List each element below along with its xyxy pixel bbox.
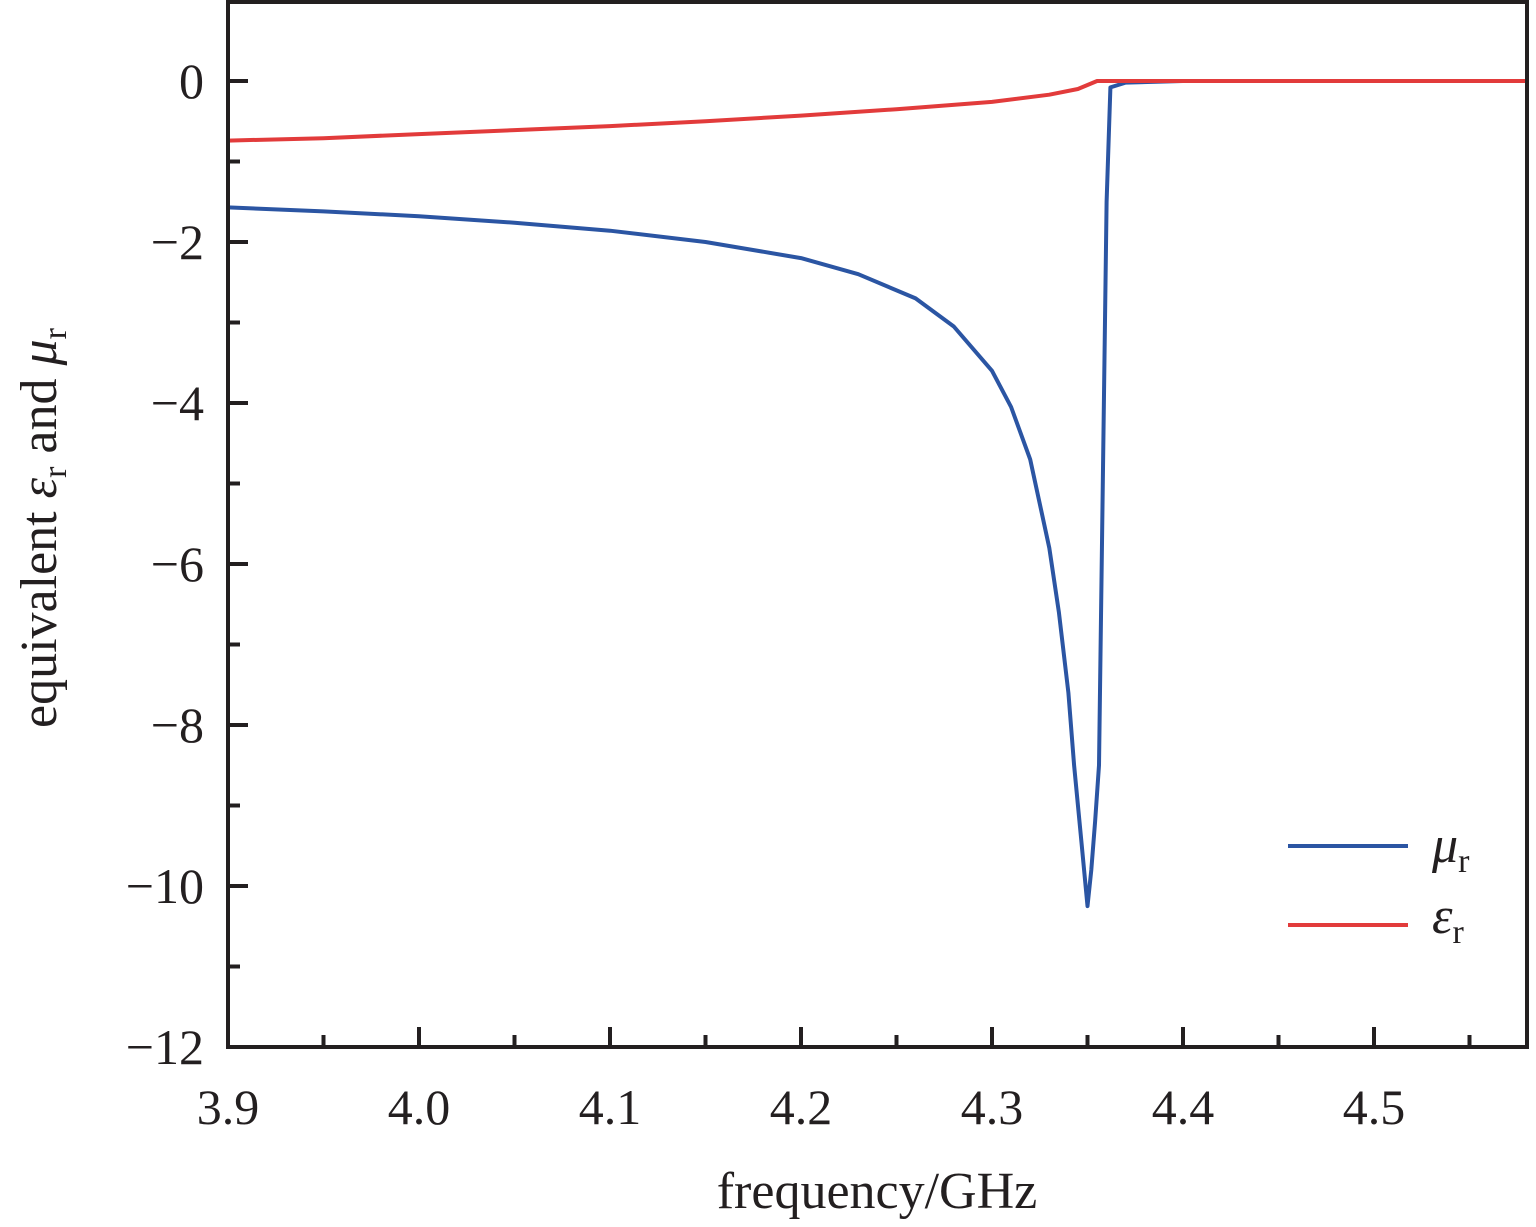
y-axis-title-eps-sub: r — [37, 466, 74, 478]
y-tick-label: 0 — [179, 53, 204, 109]
y-tick-labels: 0 −2 −4 −6 −8 −10 −12 — [126, 53, 204, 1075]
x-tick-label: 3.9 — [197, 1079, 260, 1135]
y-axis-title-prefix: equivalent — [11, 498, 68, 728]
y-axis-title-middle: and — [11, 365, 68, 466]
legend-label-mu-sub: r — [1458, 843, 1470, 880]
legend: μr εr — [1288, 817, 1470, 951]
legend-label-eps-symbol: ε — [1432, 888, 1453, 945]
y-tick-label: −12 — [126, 1019, 204, 1075]
x-tick-labels: 3.9 4.0 4.1 4.2 4.3 4.4 4.5 — [197, 1079, 1406, 1135]
x-tick-label: 4.0 — [388, 1079, 451, 1135]
legend-label-eps-sub: r — [1453, 914, 1465, 951]
y-axis-title-mu: μ — [11, 339, 68, 366]
legend-label-eps: εr — [1432, 888, 1465, 951]
x-tick-label: 4.2 — [770, 1079, 833, 1135]
y-axis-title-mu-sub: r — [37, 327, 74, 339]
x-tick-label: 4.5 — [1343, 1079, 1406, 1135]
legend-label-mu-symbol: μ — [1431, 817, 1458, 874]
series-lines — [227, 79, 1527, 909]
y-tick-label: −10 — [126, 858, 204, 914]
legend-label-mu: μr — [1431, 817, 1470, 880]
axis-ticks — [228, 79, 1472, 1047]
y-tick-label: −6 — [151, 536, 204, 592]
y-axis-title: equivalent εr and μr — [11, 327, 74, 728]
x-tick-label: 4.3 — [961, 1079, 1024, 1135]
x-tick-label: 4.1 — [579, 1079, 642, 1135]
series-line-mu — [227, 79, 1527, 909]
plot-frame — [226, 0, 1529, 1049]
x-axis-title: frequency/GHz — [717, 1163, 1038, 1220]
x-tick-label: 4.4 — [1152, 1079, 1215, 1135]
y-axis-title-eps: ε — [11, 477, 68, 498]
y-tick-label: −2 — [151, 214, 204, 270]
y-tick-label: −4 — [151, 375, 204, 431]
y-tick-label: −8 — [151, 697, 204, 753]
series-line-eps — [227, 79, 1527, 143]
